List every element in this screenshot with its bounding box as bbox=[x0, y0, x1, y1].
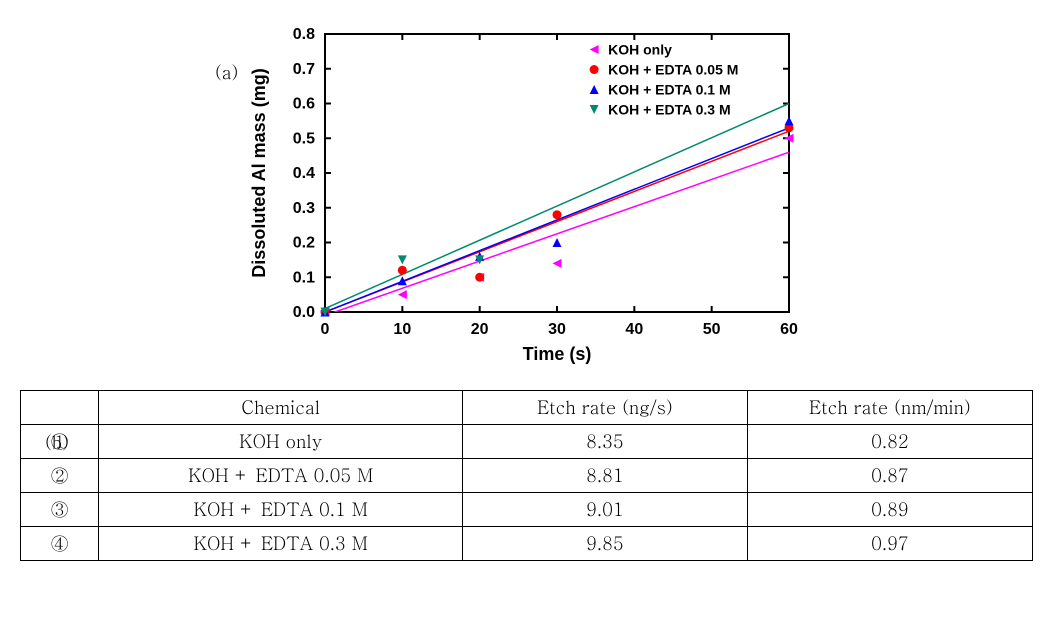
table-cell: KOH + EDTA 0.3 M bbox=[99, 527, 463, 561]
svg-text:0.1: 0.1 bbox=[292, 269, 314, 286]
svg-text:0.4: 0.4 bbox=[292, 165, 314, 182]
svg-text:0: 0 bbox=[320, 321, 329, 338]
svg-text:0.5: 0.5 bbox=[292, 130, 314, 147]
svg-text:KOH + EDTA 0.3 M: KOH + EDTA 0.3 M bbox=[608, 102, 731, 118]
table-cell: KOH + EDTA 0.1 M bbox=[99, 493, 463, 527]
table-row: ④KOH + EDTA 0.3 M9.850.97 bbox=[21, 527, 1033, 561]
table-cell: 9.85 bbox=[463, 527, 748, 561]
table-cell: KOH only bbox=[99, 425, 463, 459]
svg-text:0.8: 0.8 bbox=[292, 26, 314, 43]
chart-area: 0 10 20 30 40 50 60 0.0 0.1 0.2 0.3 0.4 0.5 0.6 0.7 0.8… bbox=[247, 20, 807, 370]
table-cell: ③ bbox=[21, 493, 99, 527]
table-header: Chemical bbox=[99, 391, 463, 425]
table-cell: 0.89 bbox=[747, 493, 1032, 527]
svg-text:10: 10 bbox=[393, 321, 411, 338]
etch-rate-table: ChemicalEtch rate (ng/s)Etch rate (nm/mi… bbox=[20, 390, 1033, 561]
svg-text:KOH + EDTA 0.1 M: KOH + EDTA 0.1 M bbox=[608, 82, 731, 98]
svg-text:KOH + EDTA 0.05 M: KOH + EDTA 0.05 M bbox=[608, 62, 738, 78]
table-header: Etch rate (nm/min) bbox=[747, 391, 1032, 425]
table-cell: KOH + EDTA 0.05 M bbox=[99, 459, 463, 493]
svg-text:20: 20 bbox=[470, 321, 488, 338]
scatter-line-chart: 0 10 20 30 40 50 60 0.0 0.1 0.2 0.3 0.4 0.5 0.6 0.7 0.8… bbox=[247, 20, 807, 370]
svg-text:40: 40 bbox=[625, 321, 643, 338]
svg-text:0.6: 0.6 bbox=[292, 96, 314, 113]
table-cell: 8.35 bbox=[463, 425, 748, 459]
table-cell: 0.87 bbox=[747, 459, 1032, 493]
table-header bbox=[21, 391, 99, 425]
svg-text:60: 60 bbox=[780, 321, 798, 338]
table-cell: 0.82 bbox=[747, 425, 1032, 459]
svg-text:Dissoluted Al mass (mg): Dissoluted Al mass (mg) bbox=[249, 68, 269, 277]
panel-label-b: (b) bbox=[45, 430, 69, 455]
svg-text:50: 50 bbox=[702, 321, 720, 338]
table-cell: 0.97 bbox=[747, 527, 1032, 561]
svg-text:Time (s): Time (s) bbox=[522, 344, 591, 364]
table-cell: 8.81 bbox=[463, 459, 748, 493]
table-header: Etch rate (ng/s) bbox=[463, 391, 748, 425]
svg-text:0.7: 0.7 bbox=[292, 61, 314, 78]
svg-text:KOH only: KOH only bbox=[608, 42, 672, 58]
svg-text:0.3: 0.3 bbox=[292, 200, 314, 217]
table-cell: 9.01 bbox=[463, 493, 748, 527]
table-row: ①KOH only8.350.82 bbox=[21, 425, 1033, 459]
table-row: ②KOH + EDTA 0.05 M8.810.87 bbox=[21, 459, 1033, 493]
svg-text:0.0: 0.0 bbox=[292, 304, 314, 321]
svg-text:30: 30 bbox=[548, 321, 566, 338]
figure-container: (a) 0 10 20 30 40 50 60 0.0 0.1 0.2 0.3 0.4 0.5 0.6 0.… bbox=[20, 20, 1033, 561]
table-row: ③KOH + EDTA 0.1 M9.010.89 bbox=[21, 493, 1033, 527]
svg-text:0.2: 0.2 bbox=[292, 235, 314, 252]
panel-label-a: (a) bbox=[215, 60, 238, 85]
table-cell: ④ bbox=[21, 527, 99, 561]
table-cell: ② bbox=[21, 459, 99, 493]
